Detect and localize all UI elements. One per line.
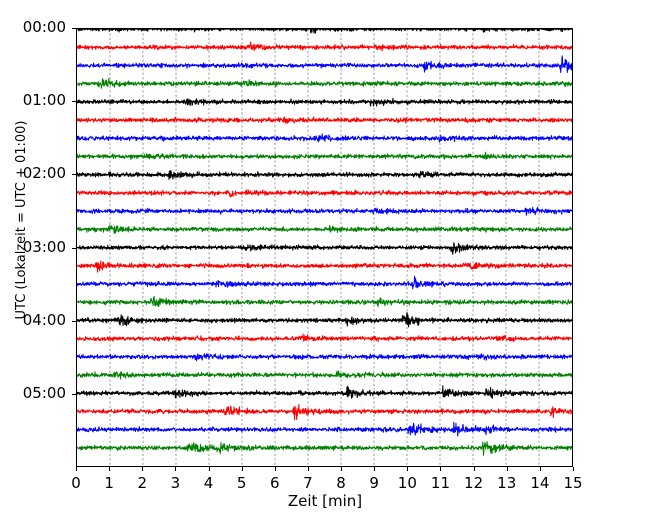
x-tick-label: 12: [464, 474, 484, 492]
y-tick-label: 00:00: [22, 18, 66, 36]
x-tick-label: 14: [530, 474, 550, 492]
trace-05-45: [77, 441, 572, 456]
seismic-traces: [77, 29, 572, 466]
trace-01-45: [77, 151, 572, 160]
x-tick-label: 7: [303, 474, 313, 492]
x-tick-label: 2: [137, 474, 148, 492]
trace-05-30: [77, 421, 572, 437]
y-tick-mark: [72, 247, 76, 249]
y-tick-mark: [72, 101, 76, 103]
x-tick-mark: [142, 467, 144, 471]
x-tick-mark: [374, 467, 376, 471]
trace-01-00: [77, 97, 572, 107]
x-tick-mark: [341, 467, 343, 471]
trace-02-15: [77, 189, 572, 198]
x-tick-label: 6: [270, 474, 280, 492]
trace-03-15: [77, 260, 572, 273]
x-tick-label: 9: [369, 474, 379, 492]
x-tick-label: 4: [203, 474, 214, 492]
x-tick-mark: [407, 467, 409, 471]
x-axis-label: Zeit [min]: [287, 492, 363, 510]
y-tick-label: 02:00: [22, 164, 66, 183]
x-tick-label: 0: [71, 474, 81, 492]
trace-02-00: [77, 170, 572, 180]
trace-00-00: [77, 29, 572, 34]
trace-00-15: [77, 41, 572, 52]
y-tick-label: 04:00: [22, 310, 66, 329]
trace-05-00: [77, 385, 572, 399]
y-tick-mark: [72, 320, 76, 322]
x-tick-mark: [241, 467, 243, 471]
trace-04-30: [77, 353, 572, 362]
x-tick-label: 13: [497, 474, 517, 492]
trace-04-00: [77, 312, 572, 328]
x-tick-mark: [208, 467, 210, 471]
x-tick-label: 3: [170, 474, 181, 492]
x-tick-mark: [307, 467, 309, 471]
x-tick-label: 5: [236, 474, 247, 492]
x-tick-label: 15: [563, 474, 583, 492]
x-tick-mark: [440, 467, 442, 471]
y-tick-label: 01:00: [22, 91, 66, 110]
trace-04-15: [77, 333, 572, 343]
trace-03-30: [77, 275, 572, 290]
y-tick-label: 05:00: [22, 383, 66, 402]
trace-03-00: [77, 242, 572, 255]
y-tick-mark: [72, 174, 76, 176]
x-tick-mark: [473, 467, 475, 471]
x-tick-label: 10: [397, 474, 417, 492]
trace-02-30: [77, 206, 572, 216]
trace-00-30: [77, 55, 572, 74]
y-tick-mark: [72, 28, 76, 29]
y-tick-mark: [72, 393, 76, 395]
y-tick-label: 03:00: [22, 237, 66, 256]
x-tick-mark: [76, 467, 77, 471]
trace-01-30: [77, 133, 572, 143]
x-tick-mark: [175, 467, 177, 471]
x-tick-mark: [506, 467, 508, 471]
x-tick-mark: [539, 467, 541, 471]
trace-02-45: [77, 224, 572, 235]
plot-area: [76, 28, 573, 467]
x-tick-label: 8: [336, 474, 346, 492]
trace-05-15: [77, 403, 572, 421]
trace-01-15: [77, 116, 572, 124]
x-tick-mark: [573, 467, 574, 471]
x-tick-mark: [274, 467, 276, 471]
trace-04-45: [77, 370, 572, 380]
x-tick-label: 1: [104, 474, 114, 492]
trace-00-45: [77, 78, 572, 89]
x-tick-mark: [109, 467, 111, 471]
x-tick-label: 11: [430, 474, 450, 492]
trace-03-45: [77, 295, 572, 308]
y-axis-label: UTC (Lokalzeit = UTC + 01:00): [14, 120, 29, 320]
